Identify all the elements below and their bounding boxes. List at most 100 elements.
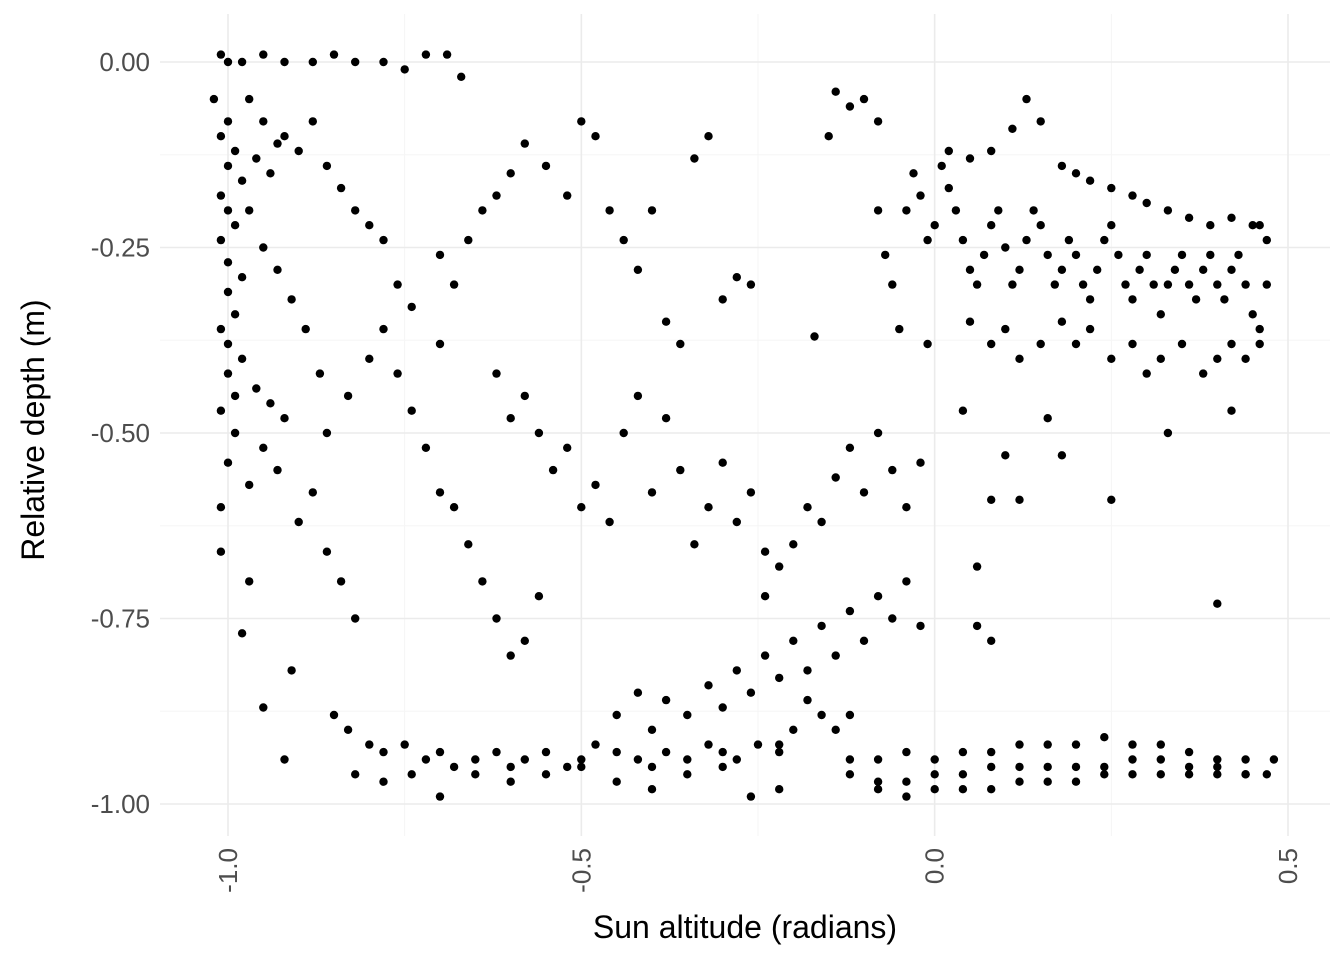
data-point (909, 169, 918, 178)
data-point (732, 517, 741, 527)
data-point (259, 703, 268, 712)
data-point (789, 636, 798, 645)
data-point (873, 206, 883, 215)
data-point (216, 132, 226, 141)
data-point (1008, 124, 1017, 133)
data-point (845, 755, 855, 764)
data-point (541, 161, 551, 171)
data-point (775, 673, 784, 683)
data-point (457, 72, 466, 82)
data-point (803, 666, 812, 675)
data-point (718, 458, 727, 467)
data-point (1241, 770, 1250, 779)
data-point (1100, 762, 1109, 772)
data-point (661, 414, 671, 423)
data-point (245, 206, 254, 215)
data-point (994, 206, 1003, 215)
data-point (216, 324, 226, 334)
data-point (400, 740, 409, 749)
data-point (322, 547, 332, 556)
data-point (895, 324, 904, 334)
data-point (322, 161, 332, 171)
data-point (478, 206, 487, 215)
data-point (612, 710, 621, 720)
data-point (690, 154, 699, 163)
data-point (775, 747, 784, 757)
data-point (336, 577, 346, 586)
data-point (520, 139, 529, 148)
data-point (987, 146, 996, 156)
data-point (1008, 280, 1017, 289)
data-point (1213, 354, 1222, 363)
data-point (831, 725, 840, 734)
data-point (775, 740, 784, 749)
data-point (888, 614, 897, 623)
data-point (1015, 762, 1024, 772)
data-point (492, 747, 501, 757)
data-point (478, 577, 487, 586)
data-point (775, 562, 784, 571)
data-point (1255, 339, 1264, 349)
data-point (1043, 250, 1052, 260)
data-point (1107, 354, 1116, 363)
data-point (294, 146, 303, 156)
data-point (351, 57, 360, 67)
data-point (859, 94, 869, 104)
data-point (223, 117, 233, 126)
data-point (223, 369, 233, 378)
data-point (1107, 183, 1116, 193)
data-point (1001, 324, 1010, 334)
data-point (987, 785, 996, 794)
data-point (1029, 206, 1038, 215)
data-point (506, 169, 515, 178)
data-point (902, 747, 911, 757)
data-point (393, 369, 402, 378)
data-point (1128, 740, 1137, 749)
data-point (1050, 280, 1060, 289)
data-point (237, 354, 247, 363)
data-point (987, 747, 996, 757)
x-tick-label: 0.5 (1273, 848, 1303, 884)
data-point (464, 235, 473, 245)
data-point (1071, 777, 1081, 786)
data-point (506, 414, 515, 423)
data-point (732, 273, 741, 282)
data-point (230, 221, 240, 230)
data-point (1227, 213, 1236, 222)
data-point (1107, 495, 1116, 504)
data-point (343, 725, 353, 734)
data-point (534, 592, 544, 601)
data-point (1093, 265, 1102, 274)
data-point (1199, 265, 1208, 274)
data-point (336, 183, 346, 193)
data-point (987, 339, 996, 349)
data-point (1227, 339, 1236, 349)
data-point (746, 280, 756, 289)
data-point (661, 695, 671, 705)
data-point (1191, 295, 1201, 304)
data-point (230, 146, 240, 156)
data-point (619, 235, 628, 245)
data-point (1043, 762, 1052, 772)
data-point (223, 287, 233, 297)
data-point (273, 265, 282, 274)
data-point (873, 428, 883, 438)
data-point (1269, 755, 1279, 764)
data-point (1071, 339, 1081, 349)
data-point (1100, 770, 1109, 779)
data-point (979, 250, 989, 260)
data-point (789, 725, 798, 734)
data-point (930, 755, 939, 764)
data-point (1057, 451, 1067, 460)
data-point (435, 747, 445, 757)
data-point (1213, 762, 1222, 772)
data-point (1036, 117, 1045, 126)
data-point (1135, 265, 1144, 274)
data-point (577, 503, 586, 512)
data-point (1184, 280, 1194, 289)
data-point (506, 651, 515, 660)
data-point (775, 785, 784, 794)
data-point (633, 391, 643, 401)
data-point (1128, 191, 1137, 200)
data-point (873, 117, 883, 126)
